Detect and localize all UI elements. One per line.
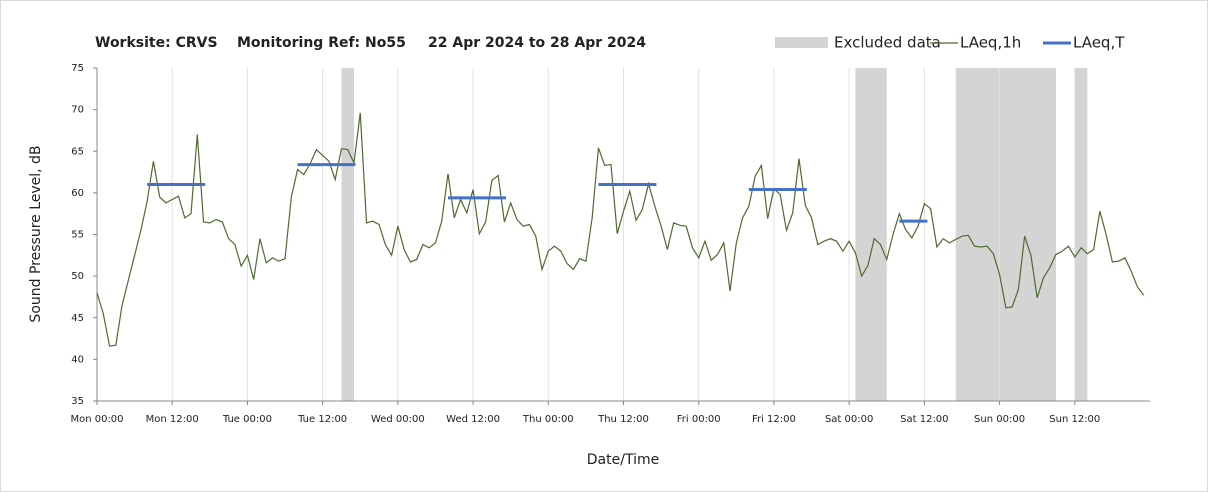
- x-tick-label: Wed 00:00: [371, 414, 425, 425]
- x-tick-label: Wed 12:00: [446, 414, 500, 425]
- legend-label: Excluded data: [834, 34, 941, 52]
- x-tick-label: Sat 00:00: [825, 414, 873, 425]
- y-tick-label: 45: [71, 313, 84, 324]
- excluded-region: [341, 68, 354, 401]
- chart-title: Monitoring Ref: No55: [237, 35, 406, 51]
- legend-label: LAeq,1h: [960, 34, 1021, 52]
- x-tick-label: Mon 00:00: [70, 414, 123, 425]
- x-tick-label: Mon 12:00: [146, 414, 199, 425]
- x-tick-label: Sun 00:00: [974, 414, 1025, 425]
- y-tick-label: 60: [71, 188, 84, 199]
- y-tick-label: 40: [71, 354, 84, 365]
- x-tick-label: Tue 00:00: [222, 414, 272, 425]
- x-axis-title: Date/Time: [587, 452, 659, 468]
- y-tick-label: 70: [71, 105, 84, 116]
- x-tick-label: Sat 12:00: [900, 414, 948, 425]
- legend-label: LAeq,T: [1073, 34, 1125, 52]
- x-tick-label: Thu 12:00: [597, 414, 649, 425]
- chart-title: Worksite: CRVS: [95, 35, 218, 51]
- y-tick-label: 75: [71, 63, 84, 74]
- chart-title: 22 Apr 2024 to 28 Apr 2024: [428, 35, 646, 51]
- y-tick-label: 50: [71, 271, 84, 282]
- y-tick-label: 55: [71, 230, 84, 241]
- x-tick-label: Thu 00:00: [522, 414, 574, 425]
- x-tick-label: Fri 00:00: [677, 414, 721, 425]
- y-tick-label: 65: [71, 146, 84, 157]
- y-axis-title: Sound Pressure Level, dB: [28, 145, 44, 322]
- legend-swatch: [775, 37, 828, 48]
- data-line: [96, 112, 1145, 347]
- x-tick-label: Fri 12:00: [752, 414, 796, 425]
- excluded-region: [955, 68, 1056, 401]
- excluded-region: [855, 68, 887, 401]
- excluded-region: [1074, 68, 1088, 401]
- x-tick-label: Sun 12:00: [1049, 414, 1100, 425]
- y-tick-label: 35: [71, 396, 84, 407]
- x-tick-label: Tue 12:00: [297, 414, 347, 425]
